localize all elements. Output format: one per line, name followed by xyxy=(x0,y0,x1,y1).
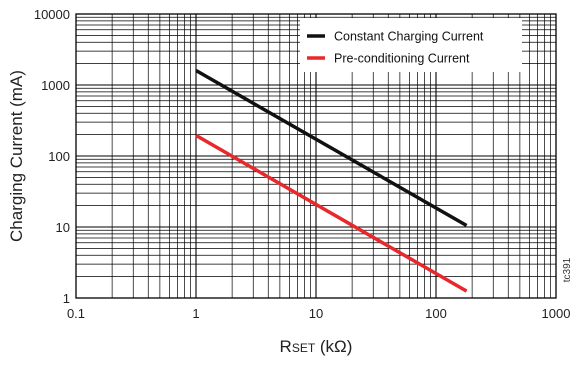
plot-frame xyxy=(75,13,557,299)
y-tick-label: 1 xyxy=(63,291,70,306)
x-axis-label: RSET (kΩ) xyxy=(280,337,353,356)
y-tick-label: 100 xyxy=(48,149,70,164)
y-tick-label: 10 xyxy=(56,220,70,235)
series-line-constant-charging-current xyxy=(195,68,468,228)
x-tick-label: 0.1 xyxy=(67,306,85,321)
x-axis-label-unit: (kΩ) xyxy=(315,337,352,356)
y-tick-labels: 1 10 100 1000 10000 xyxy=(34,7,70,306)
x-axis-label-subscript: SET xyxy=(292,341,316,355)
series-line-preconditioning-current xyxy=(195,133,468,293)
legend-label-constant: Constant Charging Current xyxy=(334,30,484,44)
x-tick-label: 10 xyxy=(309,306,323,321)
series-layer xyxy=(195,68,468,293)
legend-background xyxy=(300,18,522,72)
x-tick-label: 1000 xyxy=(542,306,571,321)
legend-label-preconditioning: Pre-conditioning Current xyxy=(334,52,470,66)
x-tick-labels: 0.1 1 10 100 1000 xyxy=(67,306,571,321)
y-axis-label: Charging Current (mA) xyxy=(7,70,26,242)
figure-code: tc391 xyxy=(562,257,573,282)
x-tick-label: 100 xyxy=(425,306,447,321)
y-tick-label: 10000 xyxy=(34,7,70,22)
grid xyxy=(76,14,556,298)
x-axis-label-main: R xyxy=(280,337,292,356)
x-tick-label: 1 xyxy=(192,306,199,321)
y-tick-label: 1000 xyxy=(41,78,70,93)
legend: Constant Charging Current Pre-conditioni… xyxy=(300,18,522,72)
